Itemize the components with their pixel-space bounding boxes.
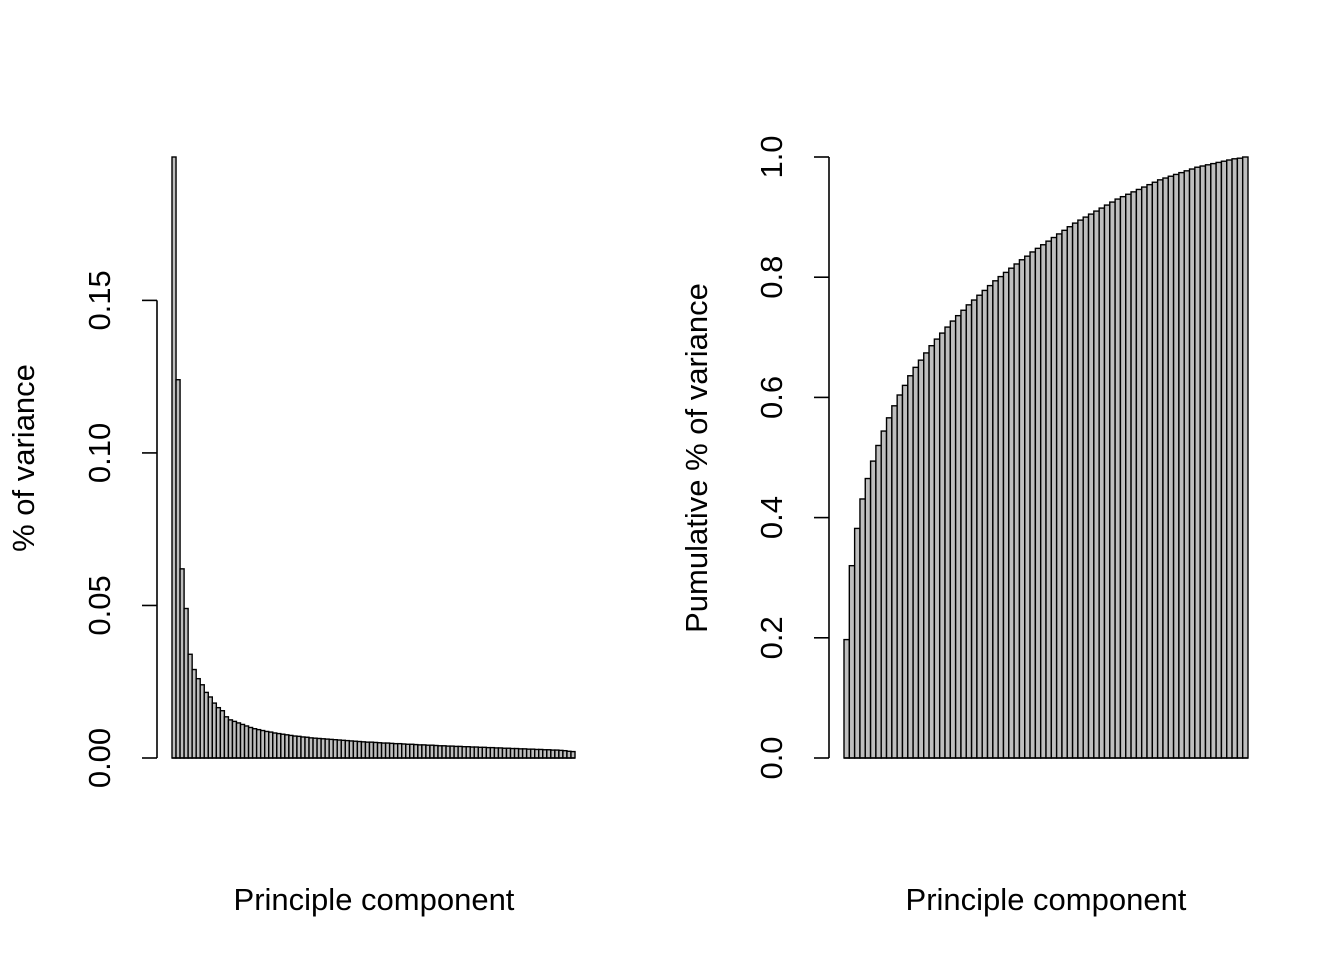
bar-60 [1156, 179, 1164, 759]
bar-70 [1210, 162, 1217, 759]
bar-18 [933, 338, 941, 759]
bar-13 [907, 375, 914, 759]
bar-69 [1204, 164, 1212, 759]
bar-67 [1194, 166, 1201, 759]
bar-75 [1236, 157, 1244, 759]
bar-64 [1178, 171, 1185, 759]
bar-27 [981, 289, 989, 759]
bar-63 [1172, 173, 1180, 759]
y-tick-label: 1.0 [754, 135, 789, 178]
bar-74 [1231, 158, 1239, 759]
bar-33 [1013, 263, 1021, 759]
bar-44 [1071, 222, 1079, 759]
bar-62 [1167, 175, 1175, 759]
bar-76 [1241, 156, 1249, 759]
bar-52 [1114, 198, 1122, 759]
bar-14 [912, 366, 920, 759]
bar-37 [1034, 247, 1042, 759]
bar-53 [1119, 195, 1127, 759]
bar-36 [1029, 251, 1037, 759]
bar-12 [901, 384, 909, 759]
bar-47 [1087, 213, 1095, 759]
bar-34 [1018, 259, 1026, 759]
bar-54 [1125, 193, 1132, 759]
y-tick-label: 0.0 [754, 736, 789, 779]
variance-x-axis-label: Principle component [234, 882, 515, 917]
y-tick-label: 0.10 [82, 423, 117, 483]
bar-20 [944, 326, 952, 759]
bar-58 [1146, 183, 1154, 759]
bar-22 [954, 314, 962, 759]
bar-23 [960, 309, 967, 759]
bar-1 [843, 638, 851, 759]
bar-45 [1077, 219, 1084, 759]
bar-39 [1045, 240, 1053, 759]
bar-55 [1130, 191, 1138, 759]
bar-59 [1151, 181, 1159, 759]
cumulative-variance-y-axis: 0.0 0.2 0.4 0.6 0.8 1.0 [754, 135, 830, 780]
bar-65 [1183, 170, 1191, 759]
bar-5 [864, 477, 872, 759]
bar-61 [1162, 177, 1169, 759]
variance-bars [171, 156, 576, 759]
bar-7 [875, 444, 882, 759]
bar-100 [570, 750, 576, 759]
bar-30 [997, 275, 1005, 759]
bar-4 [859, 498, 866, 759]
variance-y-axis: 0.00 0.05 0.10 0.15 [82, 270, 158, 788]
y-tick-label: 0.4 [754, 496, 789, 539]
bar-16 [923, 352, 930, 759]
bar-40 [1050, 236, 1058, 759]
bar-49 [1098, 207, 1106, 759]
bar-71 [1215, 161, 1223, 759]
bar-41 [1055, 233, 1063, 759]
bar-2 [848, 564, 856, 759]
cumulative-variance-y-axis-label: Pumulative % of variance [679, 283, 714, 633]
bar-29 [992, 280, 999, 759]
bar-9 [885, 417, 893, 759]
bar-24 [965, 304, 973, 759]
y-tick-label: 0.8 [754, 256, 789, 299]
cumulative-variance-bars [843, 156, 1249, 759]
cumulative-variance-chart: 0.0 0.2 0.4 0.6 0.8 1.0 Principle component P… [679, 135, 1249, 917]
y-tick-label: 0.6 [754, 376, 789, 419]
bar-6 [869, 460, 877, 759]
bar-42 [1061, 229, 1068, 759]
bar-57 [1140, 186, 1148, 759]
bar-48 [1093, 210, 1100, 759]
cumulative-variance-x-axis-label: Principle component [906, 882, 1187, 917]
bar-21 [949, 320, 957, 759]
bar-28 [986, 284, 994, 759]
bar-3 [853, 527, 861, 759]
bar-56 [1135, 188, 1143, 759]
bar-66 [1188, 168, 1196, 759]
variance-y-axis-label: % of variance [6, 364, 41, 552]
variance-chart: 0.00 0.05 0.10 0.15 Principle component % o… [6, 156, 576, 917]
bar-73 [1226, 159, 1233, 759]
bar-26 [976, 294, 983, 759]
bar-17 [928, 345, 936, 759]
bar-25 [970, 299, 978, 759]
y-tick-label: 0.05 [82, 575, 117, 635]
bar-68 [1199, 165, 1207, 759]
bar-38 [1039, 244, 1047, 759]
bar-35 [1024, 255, 1031, 759]
bar-50 [1103, 204, 1111, 759]
bar-19 [938, 332, 946, 759]
y-tick-label: 0.00 [82, 728, 117, 788]
bar-15 [917, 359, 925, 759]
bar-43 [1066, 226, 1074, 759]
y-tick-label: 0.2 [754, 616, 789, 659]
y-tick-label: 0.15 [82, 270, 117, 330]
bar-8 [880, 430, 888, 759]
bar-72 [1220, 160, 1228, 759]
bar-46 [1082, 216, 1090, 759]
bar-11 [896, 394, 904, 759]
bar-51 [1109, 201, 1116, 759]
bar-10 [891, 405, 898, 759]
bar-31 [1002, 271, 1010, 759]
bar-32 [1008, 267, 1015, 759]
